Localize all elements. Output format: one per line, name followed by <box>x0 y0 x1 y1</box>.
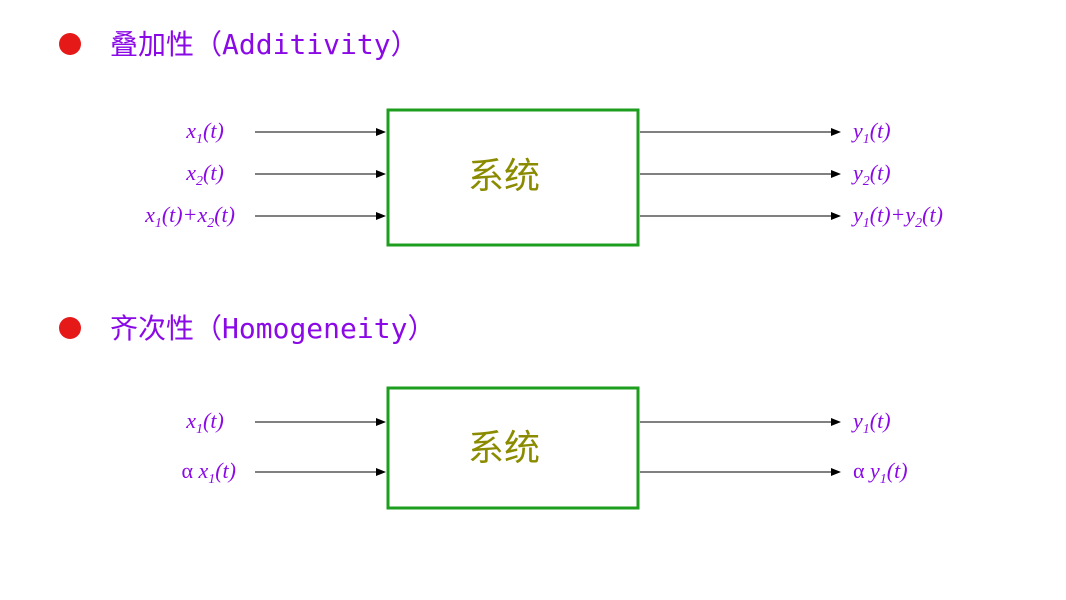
diagram-canvas: 叠加性（Additivity） 系统 x1(t) x2(t) x1(t)+x2(t) y1… <box>0 0 1066 600</box>
io-label: α x1(t) <box>181 458 236 487</box>
bullet-icon <box>59 33 81 55</box>
io-label: y1(t) <box>851 118 891 147</box>
io-label: y1(t) <box>851 408 891 437</box>
bullet-icon <box>59 317 81 339</box>
io-label: x1(t) <box>185 118 224 147</box>
system-box-label: 系统 <box>468 156 540 196</box>
section-title: 齐次性（Homogeneity） <box>110 312 435 345</box>
io-label: y1(t)+y2(t) <box>851 202 943 231</box>
io-label: y2(t) <box>851 160 891 189</box>
io-label: x2(t) <box>185 160 224 189</box>
io-label: x1(t)+x2(t) <box>144 202 235 231</box>
io-label: α y1(t) <box>853 458 908 487</box>
system-box-label: 系统 <box>468 428 540 468</box>
io-label: x1(t) <box>185 408 224 437</box>
section-title: 叠加性（Additivity） <box>110 28 419 61</box>
